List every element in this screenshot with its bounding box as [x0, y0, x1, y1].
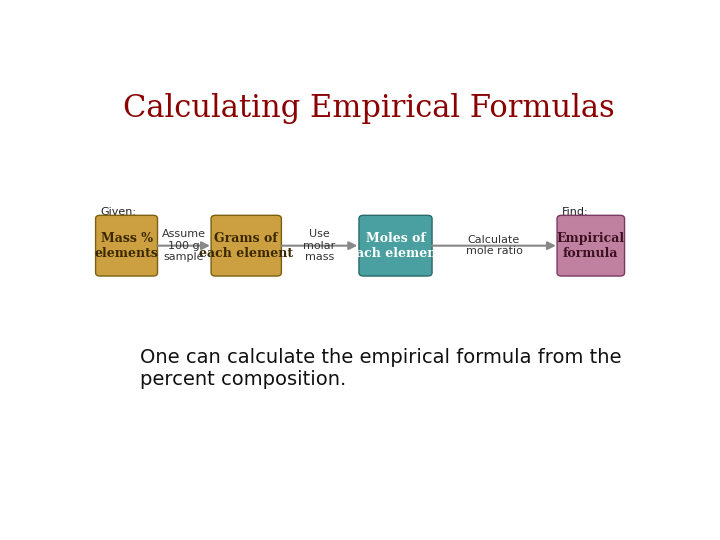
Text: Moles of
each element: Moles of each element: [348, 232, 443, 260]
Text: Assume
100 g
sample: Assume 100 g sample: [162, 229, 206, 262]
Text: Mass %
elements: Mass % elements: [94, 232, 158, 260]
Text: Use
molar
mass: Use molar mass: [303, 229, 336, 262]
Text: Given:: Given:: [100, 207, 136, 218]
FancyBboxPatch shape: [96, 215, 158, 276]
Text: Calculating Empirical Formulas: Calculating Empirical Formulas: [123, 93, 615, 124]
Text: Grams of
each element: Grams of each element: [199, 232, 293, 260]
Text: Calculate
mole ratio: Calculate mole ratio: [466, 235, 523, 256]
FancyBboxPatch shape: [211, 215, 282, 276]
FancyBboxPatch shape: [359, 215, 432, 276]
Text: One can calculate the empirical formula from the
percent composition.: One can calculate the empirical formula …: [140, 348, 622, 389]
FancyBboxPatch shape: [557, 215, 624, 276]
Text: Empirical
formula: Empirical formula: [557, 232, 625, 260]
Text: Find:: Find:: [562, 207, 588, 218]
